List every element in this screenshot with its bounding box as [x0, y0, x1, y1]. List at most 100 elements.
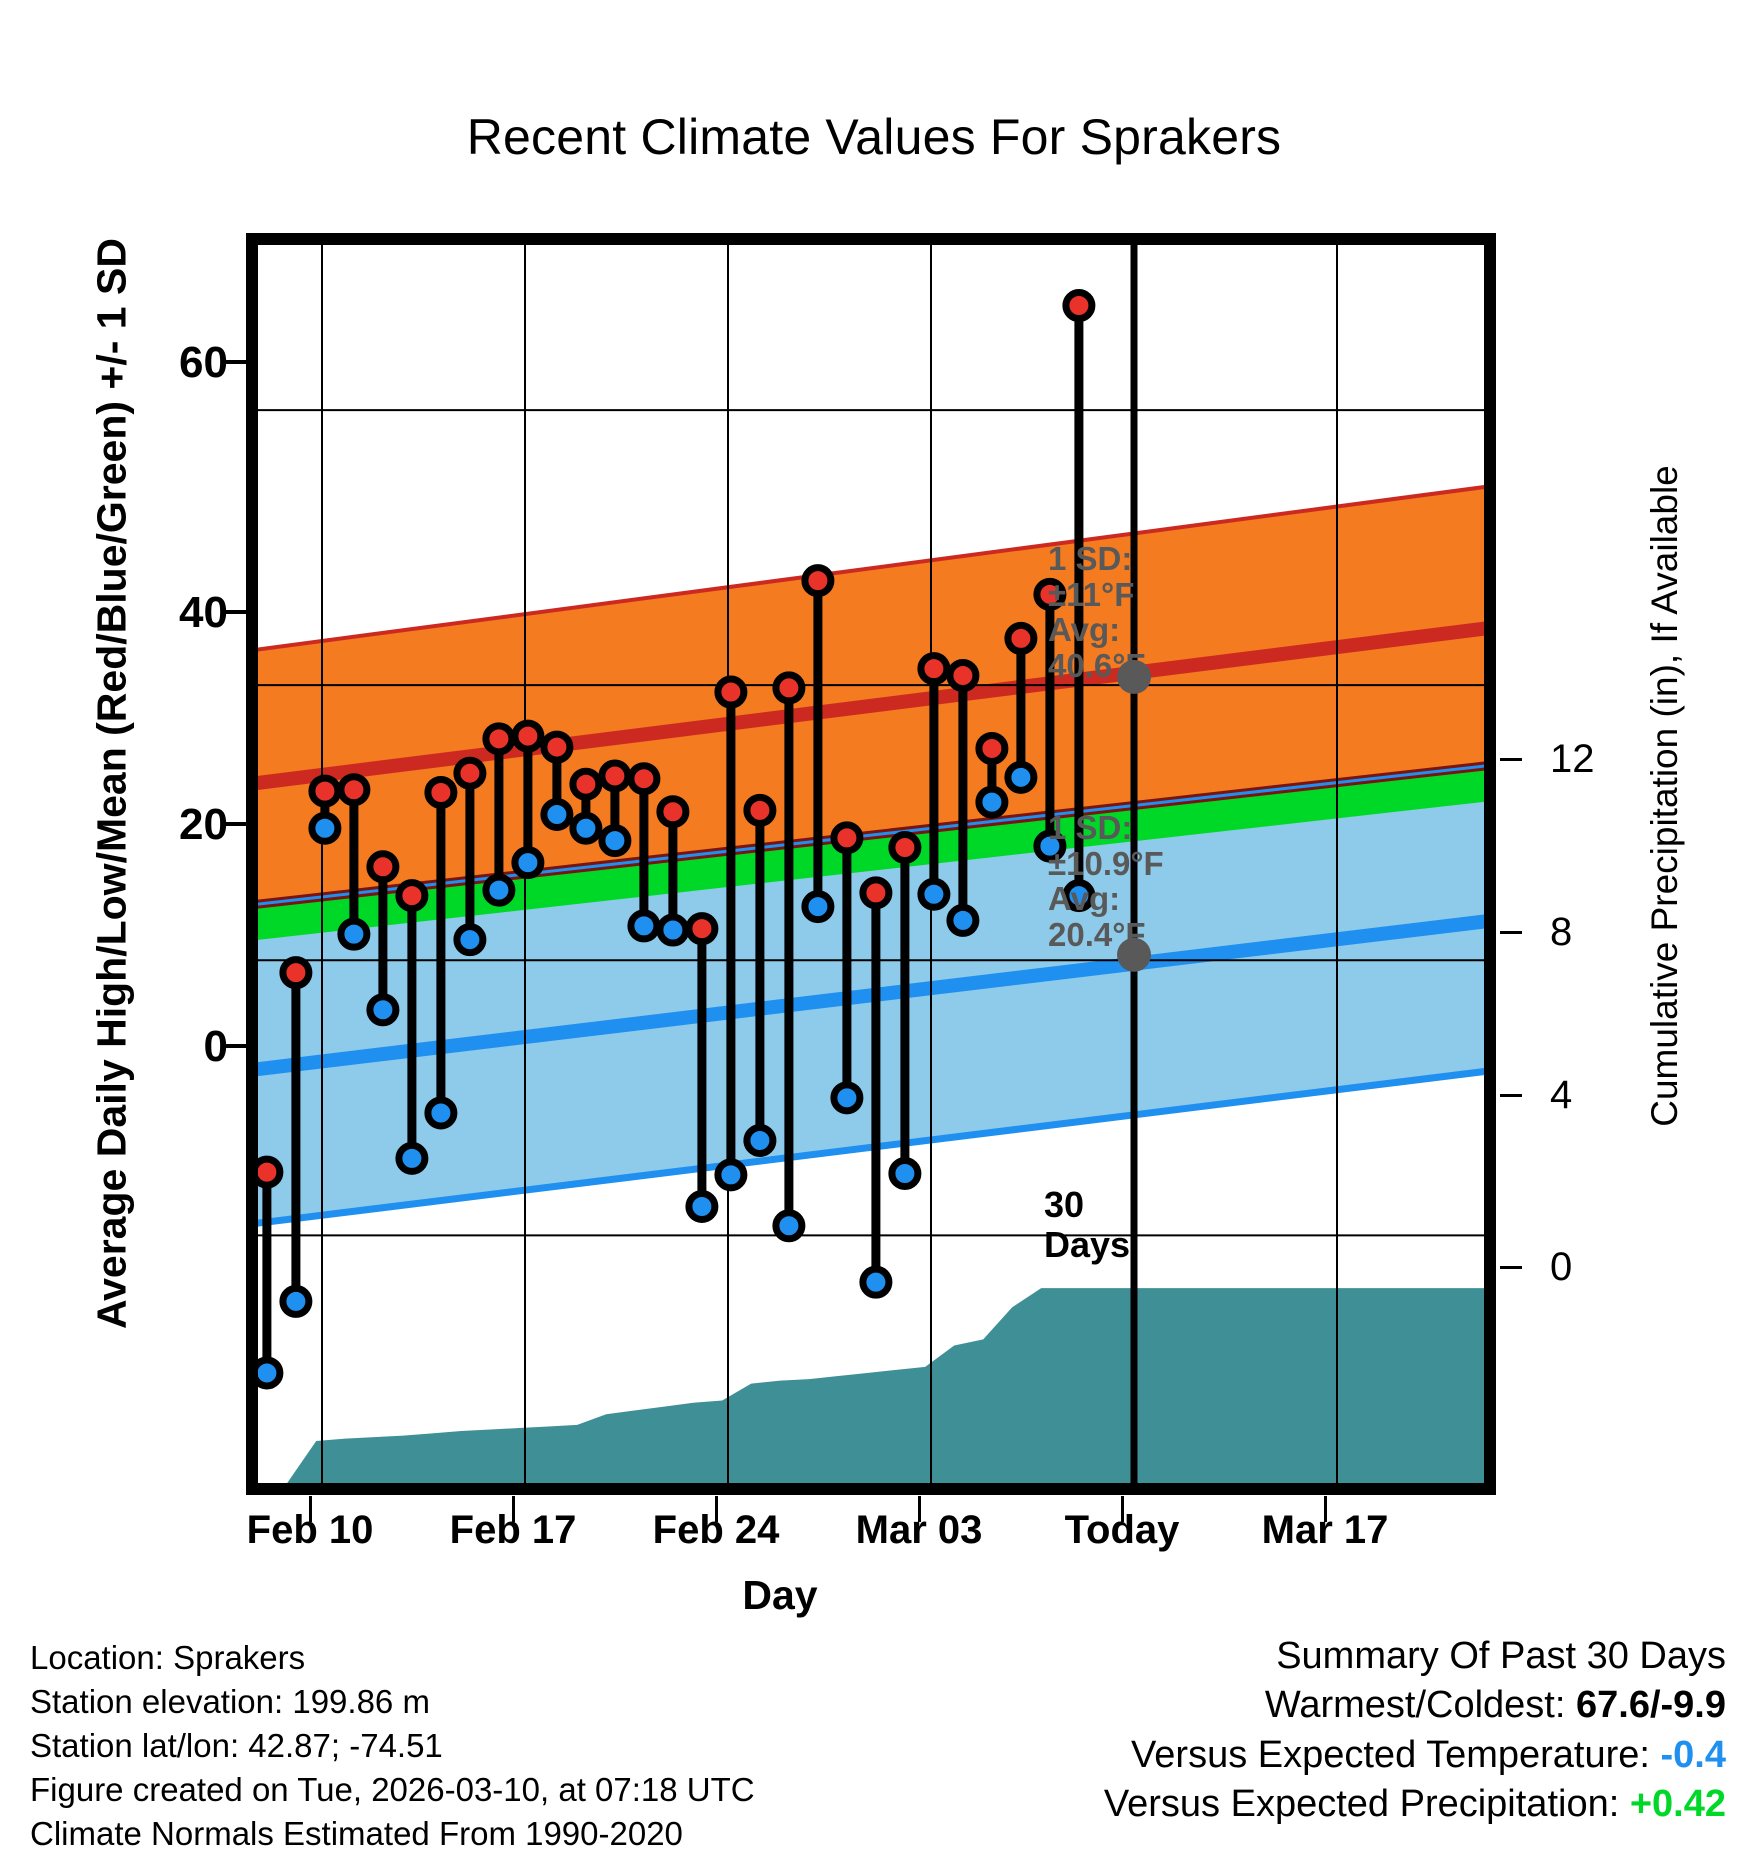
- summary-heading: Summary Of Past 30 Days: [1104, 1632, 1726, 1681]
- daily-low-marker: [283, 1288, 309, 1314]
- daily-low-marker: [805, 894, 831, 920]
- daily-low-marker: [979, 789, 1005, 815]
- daily-low-marker: [457, 927, 483, 953]
- climate-plot-svg: [258, 245, 1484, 1483]
- high-normal-annotation: 1 SD: ±11°F Avg: 40.6°F: [1048, 541, 1146, 684]
- daily-high-marker: [370, 854, 396, 880]
- daily-high-marker: [950, 663, 976, 689]
- summary-vs-temperature: Versus Expected Temperature: -0.4: [1104, 1731, 1726, 1780]
- daily-high-marker: [283, 960, 309, 986]
- x-axis-label: Day: [250, 1572, 1310, 1619]
- y-tick-right-mark-4: [1500, 1094, 1522, 1097]
- daily-low-marker: [428, 1100, 454, 1126]
- daily-high-marker: [428, 779, 454, 805]
- daily-high-marker: [718, 679, 744, 705]
- daily-high-marker: [312, 778, 338, 804]
- daily-high-marker: [399, 883, 425, 909]
- vs-precipitation-label: Versus Expected Precipitation:: [1104, 1783, 1619, 1825]
- y-tick-left-20: 20: [88, 800, 228, 850]
- station-elevation: Station elevation: 199.86 m: [30, 1680, 755, 1724]
- daily-low-marker: [399, 1145, 425, 1171]
- summary-vs-precipitation: Versus Expected Precipitation: +0.42: [1104, 1780, 1726, 1829]
- precip-window-label: 30 Days: [1044, 1185, 1130, 1264]
- low-normal-annotation: 1 SD: ±10.9°F Avg: 20.4°F: [1048, 810, 1164, 953]
- daily-low-marker: [341, 921, 367, 947]
- daily-high-marker: [834, 825, 860, 851]
- daily-high-marker: [805, 568, 831, 594]
- daily-low-marker: [544, 801, 570, 827]
- figure-created: Figure created on Tue, 2026-03-10, at 07…: [30, 1768, 755, 1812]
- warmest-coldest-label: Warmest/Coldest:: [1265, 1684, 1566, 1726]
- station-info-block: Location: Sprakers Station elevation: 19…: [30, 1636, 755, 1855]
- y-tick-right-mark-8: [1500, 931, 1522, 934]
- daily-low-marker: [834, 1085, 860, 1111]
- daily-low-marker: [258, 1360, 280, 1386]
- daily-high-marker: [573, 771, 599, 797]
- y-tick-mark-60: [224, 360, 246, 364]
- vs-temperature-value: -0.4: [1661, 1734, 1726, 1776]
- daily-high-marker: [689, 916, 715, 942]
- daily-low-marker: [950, 907, 976, 933]
- daily-low-marker: [660, 917, 686, 943]
- daily-low-marker: [689, 1194, 715, 1220]
- x-tick-mark-mar-17: [1324, 1496, 1327, 1522]
- daily-high-marker: [776, 675, 802, 701]
- y-tick-mark-20: [224, 822, 246, 826]
- daily-high-marker: [863, 880, 889, 906]
- warmest-coldest-value: 67.6/-9.9: [1576, 1684, 1726, 1726]
- daily-low-marker: [921, 881, 947, 907]
- y-tick-right-8: 8: [1550, 910, 1670, 955]
- daily-high-marker: [660, 799, 686, 825]
- plot-canvas: 1 SD: ±11°F Avg: 40.6°F 1 SD: ±10.9°F Av…: [258, 245, 1484, 1483]
- daily-high-marker: [747, 797, 773, 823]
- daily-low-marker: [863, 1269, 889, 1295]
- daily-high-marker: [979, 735, 1005, 761]
- y-tick-right-4: 4: [1550, 1073, 1670, 1118]
- daily-high-marker: [631, 766, 657, 792]
- vs-precipitation-value: +0.42: [1630, 1783, 1726, 1825]
- climate-normals: Climate Normals Estimated From 1990-2020: [30, 1812, 755, 1855]
- y-tick-right-12: 12: [1550, 737, 1670, 782]
- daily-high-marker: [515, 723, 541, 749]
- summary-warmest-coldest: Warmest/Coldest: 67.6/-9.9: [1104, 1681, 1726, 1730]
- y-tick-right-0: 0: [1550, 1245, 1670, 1290]
- x-tick-mark-mar-03: [918, 1496, 921, 1522]
- daily-high-marker: [921, 656, 947, 682]
- daily-low-marker: [515, 850, 541, 876]
- vs-temperature-label: Versus Expected Temperature:: [1131, 1734, 1650, 1776]
- daily-low-marker: [631, 913, 657, 939]
- daily-low-marker: [776, 1213, 802, 1239]
- precipitation-area-group: [258, 1288, 1484, 1483]
- daily-low-marker: [573, 815, 599, 841]
- x-tick-mark-feb-10: [309, 1496, 312, 1522]
- y-tick-left-40: 40: [88, 588, 228, 638]
- daily-high-marker: [457, 760, 483, 786]
- daily-low-marker: [718, 1162, 744, 1188]
- x-tick-mark-feb-24: [715, 1496, 718, 1522]
- y-tick-left-0: 0: [88, 1022, 228, 1072]
- daily-low-marker: [370, 997, 396, 1023]
- daily-low-marker: [312, 815, 338, 841]
- plot-area: 1 SD: ±11°F Avg: 40.6°F 1 SD: ±10.9°F Av…: [246, 233, 1496, 1495]
- daily-high-marker: [1066, 293, 1092, 319]
- daily-low-marker: [1008, 764, 1034, 790]
- daily-high-marker: [486, 726, 512, 752]
- daily-high-marker: [341, 777, 367, 803]
- station-latlon: Station lat/lon: 42.87; -74.51: [30, 1724, 755, 1768]
- daily-high-marker: [544, 734, 570, 760]
- daily-high-marker: [1008, 625, 1034, 651]
- daily-high-marker: [258, 1159, 280, 1185]
- page-title: Recent Climate Values For Sprakers: [0, 108, 1748, 166]
- y-tick-mark-0: [224, 1044, 246, 1048]
- y-tick-mark-40: [224, 610, 246, 614]
- y-tick-right-mark-0: [1500, 1266, 1522, 1269]
- summary-block: Summary Of Past 30 Days Warmest/Coldest:…: [1104, 1632, 1726, 1830]
- daily-low-marker: [892, 1161, 918, 1187]
- y-tick-right-mark-12: [1500, 758, 1522, 761]
- x-tick-mark-today: [1121, 1496, 1124, 1522]
- x-tick-mark-feb-17: [512, 1496, 515, 1522]
- daily-high-marker: [602, 763, 628, 789]
- daily-low-marker: [486, 877, 512, 903]
- daily-low-marker: [747, 1127, 773, 1153]
